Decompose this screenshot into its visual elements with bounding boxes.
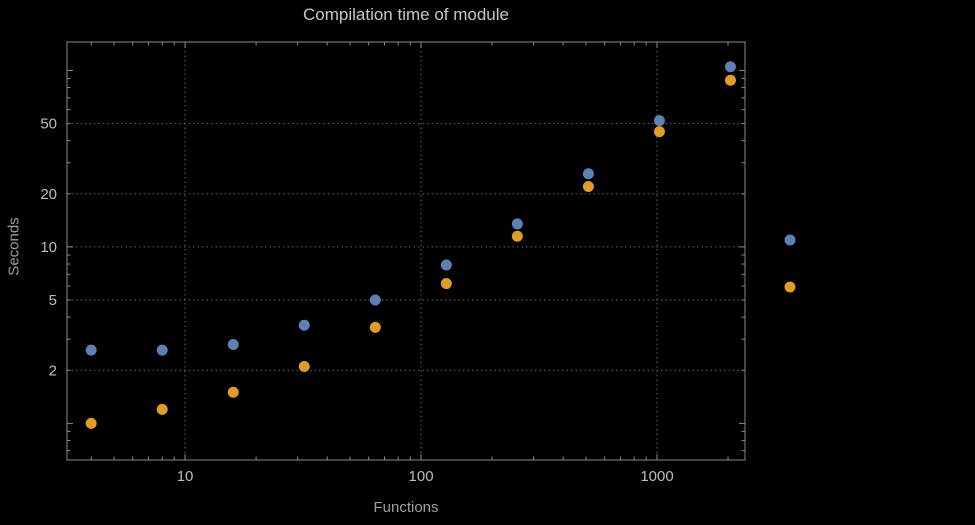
series-orange-point (582, 181, 594, 193)
series-blue-point (511, 218, 523, 230)
series-blue-point (156, 344, 168, 356)
series-orange-point (369, 321, 381, 333)
series-blue-point (227, 338, 239, 350)
series-orange-point (653, 126, 665, 138)
y-tick-label: 50 (40, 116, 57, 133)
plot-frame (66, 41, 746, 461)
y-tick-label: 10 (40, 239, 57, 256)
x-tick-label: 100 (409, 468, 434, 485)
series-orange-point (298, 361, 310, 373)
y-axis-label: Seconds (5, 217, 23, 276)
x-tick-label: 1000 (640, 468, 673, 485)
series-orange-point (511, 230, 523, 242)
series-orange-point (440, 278, 452, 290)
series-orange-point (724, 74, 736, 86)
series-blue-point (298, 319, 310, 331)
series-blue-point (85, 344, 97, 356)
x-tick-label: 10 (177, 468, 194, 485)
chart-title: Compilation time of module (303, 5, 509, 24)
series-orange-point (156, 403, 168, 415)
y-tick-label: 20 (40, 186, 57, 203)
x-axis-label: Functions (373, 499, 439, 516)
series-orange-point (85, 417, 97, 429)
y-tick-label: 5 (49, 292, 57, 309)
series-blue-point (440, 259, 452, 271)
legend-marker-orange (784, 281, 796, 293)
legend-marker-blue (784, 234, 796, 246)
series-blue-point (724, 61, 736, 73)
series-orange-point (227, 386, 239, 398)
series-blue-point (653, 115, 665, 127)
series-blue-point (582, 168, 594, 180)
y-tick-label: 2 (49, 362, 57, 379)
series-blue-point (369, 294, 381, 306)
